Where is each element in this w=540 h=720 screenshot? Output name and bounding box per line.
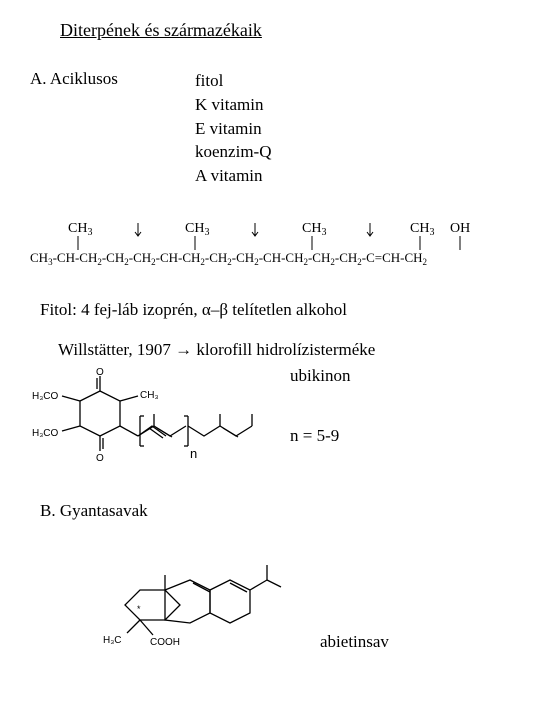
section-a-label: A. Aciklusos: [30, 69, 195, 188]
svg-text:*: *: [137, 604, 141, 614]
ubikinon-range: n = 5-9: [290, 426, 339, 445]
svg-text:CH3: CH3: [185, 221, 209, 238]
svg-text:H₃C: H₃C: [103, 635, 122, 646]
fitol-structure-text: CH3 CH3 CH3 CH3 OH CH3-CH-CH2-CH2-CH2: [30, 218, 510, 278]
svg-text:CH₃: CH₃: [140, 390, 159, 401]
svg-text:OH: OH: [450, 221, 470, 236]
abietinsav-label: abietinsav: [320, 632, 389, 660]
abietinsav-structure: H₃C COOH *: [95, 525, 320, 660]
svg-text:CH3: CH3: [410, 221, 434, 238]
ubikinon-structure: O O H₃CO H₃CO CH₃ n: [30, 366, 290, 491]
svg-text:CH3: CH3: [68, 221, 92, 238]
list-item: fitol: [195, 69, 271, 93]
n-label: n: [190, 446, 197, 461]
svg-text:COOH: COOH: [150, 637, 180, 648]
svg-text:CH3-CH-CH2-CH2-CH2-CH-CH2-CH2-: CH3-CH-CH2-CH2-CH2-CH-CH2-CH2-CH2-CH-CH2…: [30, 250, 427, 267]
list-item: E vitamin: [195, 117, 271, 141]
svg-text:H₃CO: H₃CO: [32, 391, 59, 402]
list-item: A vitamin: [195, 164, 271, 188]
svg-text:O: O: [96, 453, 104, 464]
list-item: K vitamin: [195, 93, 271, 117]
list-item: koenzim-Q: [195, 140, 271, 164]
svg-text:CH3: CH3: [302, 221, 326, 238]
ubikinon-name: ubikinon: [290, 366, 350, 386]
willstatter-line: Willstätter, 1907 → klorofill hidrolízis…: [58, 340, 510, 360]
svg-text:O: O: [96, 367, 104, 378]
fitol-description: Fitol: 4 fej-láb izoprén, α–β telítetlen…: [40, 300, 510, 320]
page-title: Diterpének és származékaik: [60, 20, 510, 41]
svg-text:H₃CO: H₃CO: [32, 428, 59, 439]
section-b-label: B. Gyantasavak: [40, 501, 510, 521]
section-a: A. Aciklusos fitol K vitamin E vitamin k…: [30, 69, 510, 188]
